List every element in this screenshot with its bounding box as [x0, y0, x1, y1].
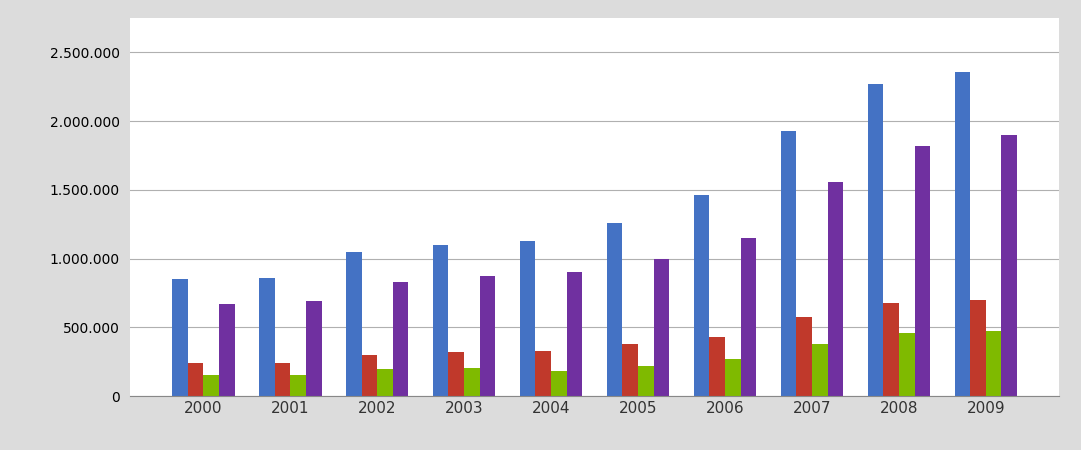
Bar [1001, 135, 1017, 396]
Bar [520, 241, 535, 396]
Bar [480, 276, 495, 396]
Bar [361, 355, 377, 396]
Bar [377, 369, 392, 396]
Bar [219, 304, 235, 396]
Bar [883, 302, 899, 396]
Bar [740, 238, 757, 396]
Bar [172, 279, 188, 396]
Bar [535, 351, 551, 396]
Bar [970, 300, 986, 396]
Bar [392, 282, 409, 396]
Bar [306, 301, 321, 396]
Bar [725, 359, 740, 396]
Bar [812, 344, 828, 396]
Bar [259, 278, 275, 396]
Bar [638, 366, 654, 396]
Bar [868, 84, 883, 396]
Bar [623, 344, 638, 396]
Bar [955, 72, 970, 396]
Bar [694, 195, 709, 396]
Bar [606, 223, 623, 396]
Bar [432, 245, 449, 396]
Bar [899, 333, 915, 396]
Bar [709, 337, 725, 396]
Bar [797, 317, 812, 396]
Bar [203, 375, 219, 396]
Bar [275, 363, 290, 396]
Bar [780, 130, 797, 396]
Bar [828, 181, 843, 396]
Bar [654, 259, 669, 396]
Bar [464, 368, 480, 396]
Bar [915, 146, 930, 396]
Bar [346, 252, 361, 396]
Bar [188, 363, 203, 396]
Bar [290, 375, 306, 396]
Bar [551, 371, 566, 396]
Bar [566, 272, 583, 396]
Bar [986, 331, 1001, 396]
Bar [449, 352, 464, 396]
